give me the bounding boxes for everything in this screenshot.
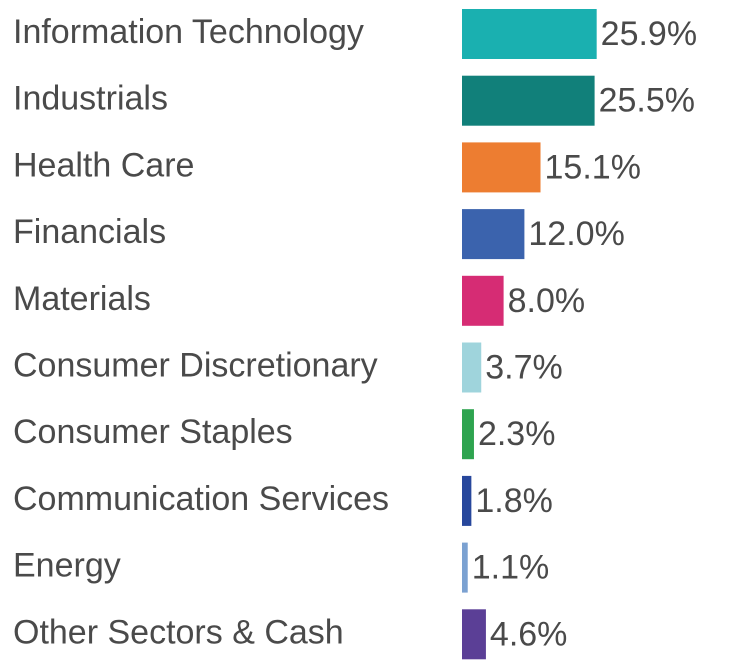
category-label: Communication Services [13,480,389,518]
category-label: Health Care [13,146,194,184]
bar [462,9,597,59]
bar [462,409,474,460]
value-label: 4.6% [490,615,568,653]
bar [462,75,595,126]
category-label: Materials [13,280,151,318]
value-label: 3.7% [485,348,563,386]
value-label: 12.0% [528,215,624,253]
category-label: Consumer Discretionary [13,346,378,384]
value-label: 2.3% [478,415,555,453]
category-label: Information Technology [13,13,364,51]
category-label: Consumer Staples [13,413,293,451]
category-label: Financials [13,213,166,251]
value-label: 25.9% [601,15,697,53]
category-label: Other Sectors & Cash [13,613,344,651]
bar [462,342,482,393]
bar [462,609,486,660]
bar [462,275,504,326]
bar [462,209,525,260]
bar [462,542,468,593]
bar [462,142,541,193]
value-label: 25.5% [599,82,695,120]
value-label: 1.1% [472,549,549,587]
category-label: Industrials [13,80,168,118]
value-label: 15.1% [545,148,641,186]
category-label: Energy [13,547,121,585]
value-label: 1.8% [475,482,553,520]
value-label: 8.0% [508,282,585,320]
bar [462,475,472,526]
